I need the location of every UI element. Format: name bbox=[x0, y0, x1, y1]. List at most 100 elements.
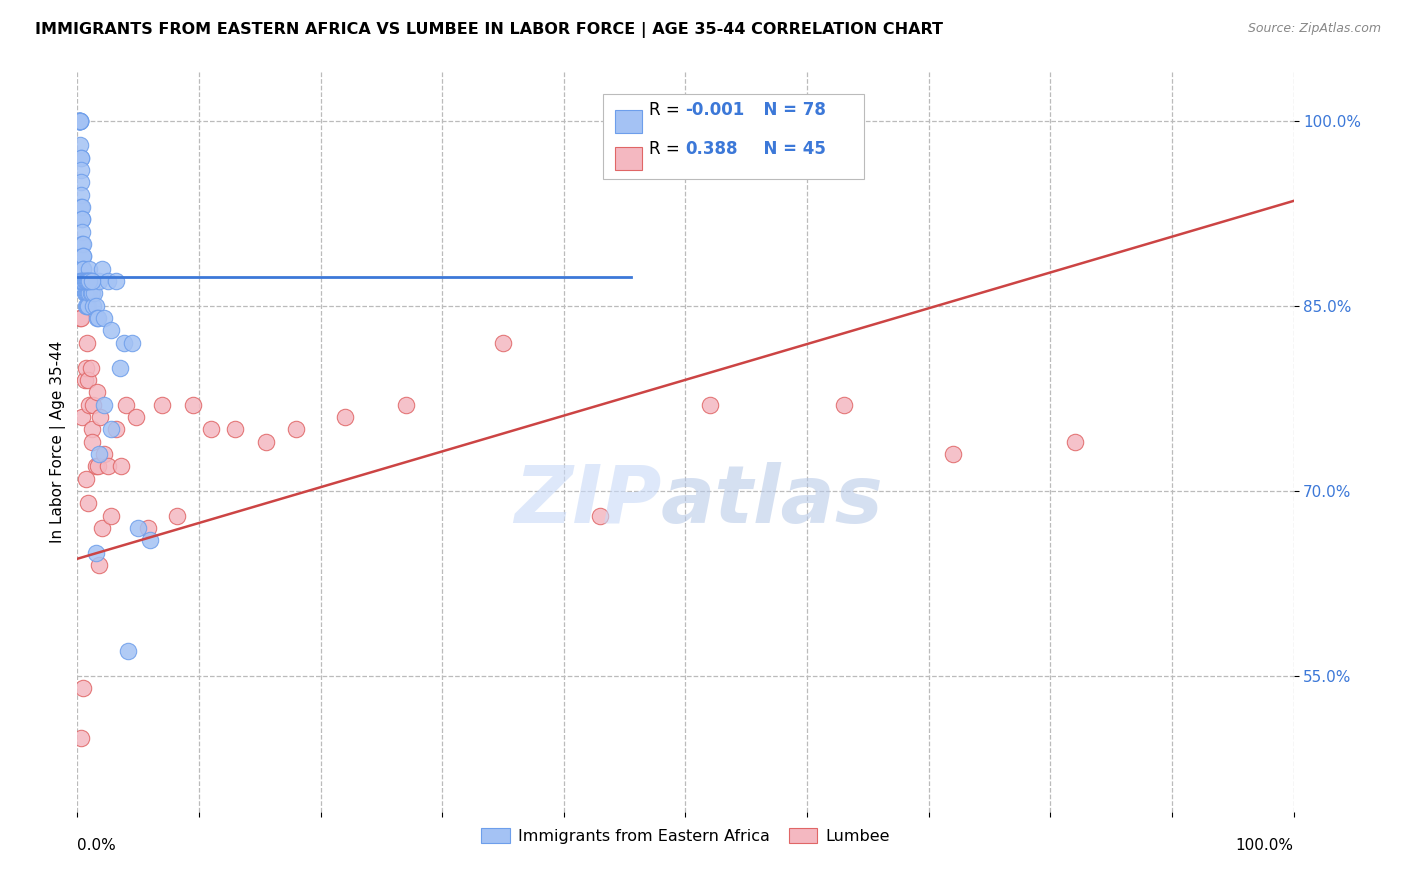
Point bbox=[333, 409, 356, 424]
Point bbox=[181, 398, 204, 412]
Point bbox=[589, 508, 612, 523]
Point bbox=[73, 373, 96, 387]
Text: R =: R = bbox=[650, 102, 685, 120]
Point bbox=[75, 274, 97, 288]
FancyBboxPatch shape bbox=[603, 94, 865, 178]
Point bbox=[110, 459, 132, 474]
Point bbox=[70, 200, 93, 214]
Point bbox=[80, 274, 103, 288]
Point bbox=[125, 409, 148, 424]
Point bbox=[77, 274, 100, 288]
Point bbox=[76, 286, 98, 301]
Point bbox=[80, 274, 103, 288]
Point bbox=[90, 261, 112, 276]
Point bbox=[89, 447, 111, 461]
Text: ZIP: ZIP bbox=[513, 462, 661, 540]
Point bbox=[77, 274, 100, 288]
Point bbox=[73, 274, 96, 288]
Point bbox=[80, 286, 103, 301]
Point bbox=[89, 274, 111, 288]
Point bbox=[117, 644, 139, 658]
Point bbox=[90, 521, 112, 535]
Point bbox=[77, 373, 100, 387]
Point bbox=[492, 335, 515, 350]
Point bbox=[75, 286, 97, 301]
Point bbox=[70, 151, 93, 165]
Point bbox=[70, 200, 93, 214]
Point bbox=[80, 422, 103, 436]
Point bbox=[75, 472, 97, 486]
Point bbox=[67, 113, 90, 128]
Point bbox=[79, 274, 101, 288]
Point bbox=[254, 434, 277, 449]
Point bbox=[73, 274, 96, 288]
Text: 0.0%: 0.0% bbox=[77, 838, 117, 853]
Point bbox=[70, 311, 93, 326]
Point bbox=[77, 286, 100, 301]
Point bbox=[77, 496, 100, 510]
Point bbox=[72, 237, 94, 252]
Point bbox=[80, 286, 103, 301]
Point bbox=[69, 311, 91, 326]
Point bbox=[83, 286, 105, 301]
FancyBboxPatch shape bbox=[614, 147, 641, 169]
Text: -0.001: -0.001 bbox=[686, 102, 745, 120]
Point bbox=[79, 274, 101, 288]
Point bbox=[67, 113, 90, 128]
Point bbox=[121, 335, 143, 350]
Point bbox=[69, 113, 91, 128]
Point bbox=[224, 422, 246, 436]
Text: 0.388: 0.388 bbox=[686, 140, 738, 158]
Text: N = 45: N = 45 bbox=[752, 140, 827, 158]
Point bbox=[84, 459, 107, 474]
Point bbox=[70, 274, 93, 288]
Point bbox=[70, 151, 93, 165]
Point bbox=[832, 398, 855, 412]
Point bbox=[80, 274, 103, 288]
Point bbox=[72, 274, 94, 288]
Point bbox=[136, 521, 159, 535]
Point bbox=[115, 398, 138, 412]
Point bbox=[69, 138, 91, 153]
Point bbox=[200, 422, 222, 436]
Point bbox=[69, 113, 91, 128]
Point bbox=[82, 398, 104, 412]
Point bbox=[70, 176, 93, 190]
Point bbox=[69, 113, 91, 128]
Point bbox=[76, 335, 98, 350]
Point bbox=[70, 212, 93, 227]
Point bbox=[72, 681, 94, 696]
Point bbox=[1063, 434, 1085, 449]
Point bbox=[89, 558, 111, 572]
Point bbox=[93, 398, 115, 412]
Point bbox=[79, 286, 101, 301]
Point bbox=[89, 409, 111, 424]
Point bbox=[105, 422, 128, 436]
Point bbox=[100, 324, 122, 338]
Point bbox=[70, 731, 93, 745]
Point bbox=[139, 533, 162, 548]
Point bbox=[70, 237, 93, 252]
Point bbox=[80, 434, 103, 449]
Point bbox=[69, 113, 91, 128]
Point bbox=[86, 385, 108, 400]
Point bbox=[73, 274, 96, 288]
Point bbox=[77, 299, 100, 313]
Point bbox=[80, 360, 103, 375]
Point bbox=[70, 187, 93, 202]
Point bbox=[105, 274, 128, 288]
Point bbox=[70, 274, 93, 288]
Point bbox=[84, 546, 107, 560]
Point bbox=[97, 459, 120, 474]
Legend: Immigrants from Eastern Africa, Lumbee: Immigrants from Eastern Africa, Lumbee bbox=[472, 820, 898, 852]
Point bbox=[75, 274, 97, 288]
Point bbox=[93, 447, 115, 461]
Point bbox=[72, 250, 94, 264]
Point bbox=[79, 398, 101, 412]
Point bbox=[73, 286, 96, 301]
Point bbox=[75, 274, 97, 288]
FancyBboxPatch shape bbox=[614, 110, 641, 133]
Point bbox=[100, 422, 122, 436]
Point bbox=[93, 311, 115, 326]
Point bbox=[108, 360, 131, 375]
